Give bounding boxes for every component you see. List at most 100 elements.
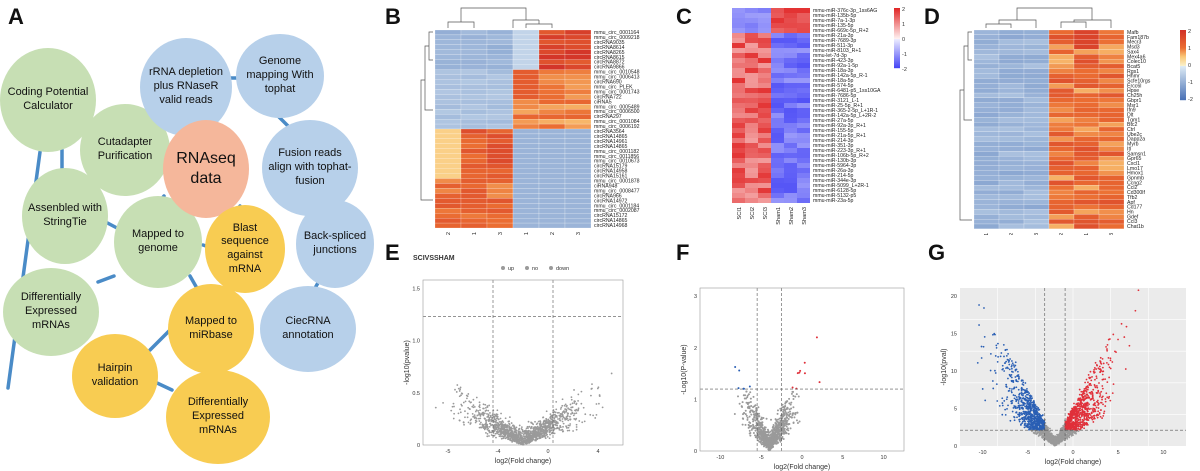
heatmap-d-cell (1023, 141, 1050, 147)
volcano-point (505, 426, 508, 429)
heatmap-d-legend-bar (1180, 30, 1186, 32)
heatmap-b-cell (538, 222, 566, 229)
volcano-point (482, 403, 485, 406)
heatmap-c-cell (732, 188, 745, 193)
heatmap-c-legend-bar (894, 46, 900, 48)
node-genome-mapping: Genome mapping With tophat (236, 34, 324, 118)
volcano-point (753, 434, 756, 437)
volcano-point (500, 428, 502, 431)
volcano-point (531, 439, 534, 442)
volcano-point (749, 425, 752, 428)
volcano-point (1072, 434, 1074, 437)
volcano-point (459, 388, 462, 391)
heatmap-c-cell (732, 163, 745, 168)
volcano-point (756, 436, 759, 439)
volcano-point (486, 412, 488, 415)
volcano-point (774, 436, 777, 439)
volcano-point (495, 426, 497, 429)
heatmap-d-cell (1023, 160, 1050, 166)
heatmap-d-cell (1098, 223, 1125, 229)
heatmap-d-legend-bar (1180, 89, 1186, 91)
volcano-point (555, 420, 558, 423)
heatmap-c-legend-bar (894, 14, 900, 16)
volcano-point (460, 394, 462, 397)
volcano-point (548, 437, 551, 440)
volcano-point (482, 427, 485, 429)
heatmap-d-legend-bar (1180, 84, 1186, 86)
heatmap-c-legend-bar (894, 30, 900, 32)
volcano-point (498, 421, 501, 423)
volcano-point (1025, 407, 1028, 410)
node-label: Blast sequence against mRNA (221, 221, 269, 275)
heatmap-d-cell (1098, 141, 1125, 147)
volcano-point (790, 401, 793, 404)
heatmap-c-cell (732, 43, 745, 48)
heatmap-d-legend-bar (1180, 37, 1186, 39)
heatmap-d-cell (1098, 83, 1125, 89)
volcano-point (528, 432, 531, 435)
heatmap-b-cell (564, 79, 592, 85)
heatmap-d-cell (1098, 112, 1125, 118)
heatmap-b-cell (538, 208, 566, 214)
heatmap-c-cell (732, 158, 745, 163)
heatmap-c-cell (758, 113, 771, 118)
heatmap-b-cell (512, 29, 540, 36)
volcano-point (1020, 399, 1023, 402)
heatmap-c-cell (784, 128, 797, 133)
panel-c: C mmu-miR-376c-3p_1ss6AG mmu-miR-135b-5p m… (676, 0, 910, 235)
volcano-point (533, 433, 535, 435)
heatmap-d-legend-bar (1180, 78, 1186, 80)
y-tick-label: 1 (694, 397, 697, 403)
heatmap-b-cell (538, 128, 566, 135)
heatmap-b-cell (512, 109, 540, 115)
volcano-point (462, 421, 465, 424)
volcano-point (984, 399, 987, 402)
volcano-point (746, 416, 749, 419)
heatmap-d-cell (973, 141, 1000, 147)
volcano-point (590, 394, 592, 397)
heatmap-c-cell (732, 88, 745, 93)
heatmap-c-cell (797, 183, 810, 188)
volcano-point (1015, 396, 1018, 398)
heatmap-d-cell (1048, 223, 1075, 229)
volcano-point (1024, 422, 1027, 425)
heatmap-d-row-label: Hhmr (1127, 74, 1140, 80)
heatmap-d-legend-bar (1180, 74, 1186, 76)
heatmap-c-legend-bar (894, 58, 900, 60)
heatmap-d-cell (973, 185, 1000, 191)
volcano-point (475, 396, 478, 399)
heatmap-c-legend-bar (894, 52, 900, 54)
volcano-point (483, 428, 486, 431)
volcano-point (996, 360, 999, 363)
volcano-point (1085, 423, 1088, 426)
volcano-point (1078, 393, 1081, 396)
heatmap-d-legend-bar (1180, 73, 1186, 75)
panel-a: A Coding Potential Calculator Cutadapter… (0, 0, 375, 471)
volcano-point (1102, 378, 1105, 381)
volcano-point (1010, 376, 1013, 379)
volcano-point (779, 433, 782, 436)
volcano-point (478, 420, 481, 422)
heatmap-d-cell (973, 68, 1000, 74)
heatmap-c-legend-bar (894, 8, 900, 10)
heatmap-c-cell (771, 88, 784, 93)
volcano-point (790, 416, 793, 419)
heatmap-c-legend-bar (894, 43, 900, 45)
volcano-point (527, 420, 530, 423)
heatmap-c-cell (771, 43, 784, 48)
heatmap-c-cell (784, 18, 797, 23)
heatmap-d-cell (1023, 156, 1050, 162)
volcano-point (1137, 289, 1140, 292)
heatmap-b-cell (460, 104, 488, 110)
volcano-point (519, 431, 522, 434)
heatmap-c-cell (732, 13, 745, 18)
volcano-point (525, 427, 528, 430)
volcano-point (1039, 424, 1042, 427)
heatmap-c-cell (732, 53, 745, 58)
heatmap-c-cell (784, 98, 797, 103)
volcano-point (555, 408, 558, 411)
heatmap-c-cell (732, 63, 745, 68)
volcano-point (782, 408, 785, 411)
volcano-point (770, 442, 773, 445)
heatmap-d-row-label: Myrb (1127, 142, 1139, 148)
